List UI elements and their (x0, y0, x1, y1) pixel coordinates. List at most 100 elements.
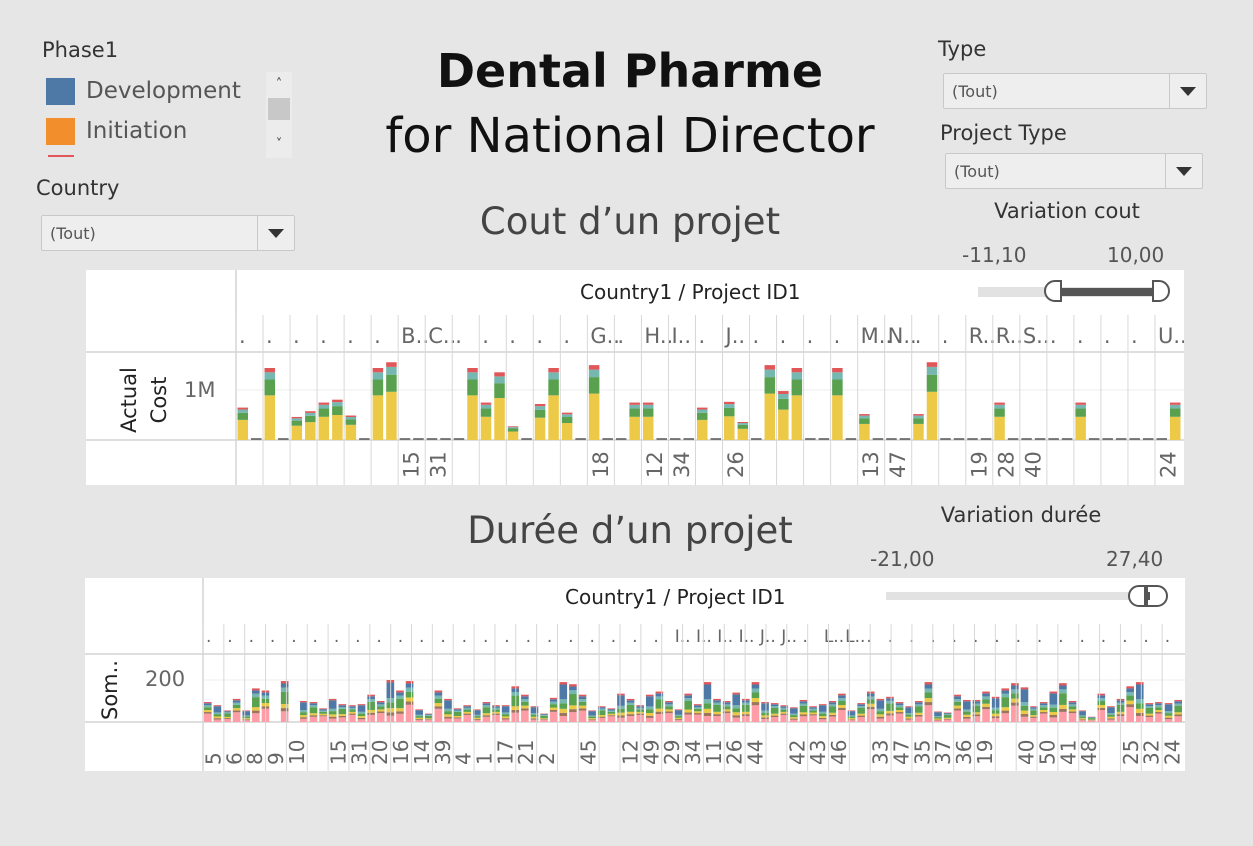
duration-country-label: . (1037, 627, 1042, 647)
duration-bar-segment (847, 710, 856, 712)
cost-country-label: . (455, 324, 462, 348)
duration-bar-segment (895, 703, 904, 706)
scroll-thumb[interactable] (268, 98, 290, 120)
duration-country-label: . (355, 627, 360, 647)
chevron-down-icon[interactable] (1169, 74, 1206, 108)
duration-bar-segment (972, 712, 981, 715)
duration-bar-segment (953, 705, 962, 709)
duration-bar-segment (396, 692, 404, 696)
duration-bar-segment (213, 706, 222, 713)
cost-chart: ...... B..15C..31..... G..18. H..12I..34. J.… (86, 270, 1184, 485)
cost-bar-segment (724, 404, 735, 408)
variation-duree-label: Variation durée (940, 503, 1102, 527)
cost-bar-segment (561, 414, 573, 418)
duration-bar-segment (530, 714, 539, 717)
duration-bar-segment (1145, 704, 1154, 707)
cost-country-label: G.. (590, 324, 620, 348)
duration-bar-segment (866, 706, 875, 710)
cost-bar-segment (629, 416, 640, 440)
duration-bar-segment (597, 715, 606, 717)
duration-bar-segment (1126, 707, 1134, 722)
duration-bar-segment (1030, 715, 1038, 717)
duration-country-label: . (803, 627, 808, 647)
cost-bar-segment (534, 409, 546, 418)
duration-bar-segment (1068, 701, 1077, 703)
cost-bar-segment (764, 377, 776, 394)
duration-bar-segment (309, 707, 318, 714)
duration-bar-segment (905, 707, 913, 714)
cost-slider-min-handle[interactable] (1044, 280, 1062, 302)
country-dropdown[interactable]: (Tout) (41, 215, 295, 251)
duration-bar-segment (1011, 683, 1019, 686)
duration-bar-segment (1174, 712, 1182, 715)
duration-bar-segment (1097, 693, 1106, 696)
duration-bar-segment (799, 699, 808, 702)
duration-bar-segment (866, 691, 875, 694)
duration-bar-segment (1126, 688, 1134, 693)
duration-bar-segment (1049, 714, 1058, 718)
duration-bar-segment (559, 699, 568, 704)
duration-country-label: . (291, 627, 296, 647)
duration-bar-segment (1020, 702, 1029, 706)
duration-bar-segment (367, 701, 375, 710)
duration-bar-segment (684, 701, 692, 710)
duration-bar-segment (1078, 711, 1086, 716)
duration-bar-segment (1097, 698, 1106, 702)
cost-slider-max-handle[interactable] (1152, 280, 1170, 302)
cost-bar-segment (737, 428, 749, 440)
duration-bar-segment (809, 712, 817, 715)
type-dropdown[interactable]: (Tout) (943, 73, 1207, 109)
duration-bar-segment (694, 704, 702, 706)
duration-bar-segment (905, 716, 913, 719)
duration-bar-segment (444, 700, 452, 709)
cost-bar-segment (345, 416, 357, 420)
duration-chart: ...................... I.. I.. I.. I.. J.. J..… (85, 578, 1185, 771)
duration-bar-segment (607, 713, 616, 716)
legend-scrollbar[interactable]: ˄ ˅ (266, 72, 292, 158)
duration-slider-track[interactable] (886, 592, 1166, 600)
duration-bar-segment (1164, 711, 1173, 714)
duration-bar-segment (1087, 718, 1096, 720)
duration-bar-segment (540, 714, 548, 716)
duration-bar-segment (770, 704, 779, 707)
duration-bar-segment (818, 705, 827, 712)
duration-bar-segment (463, 711, 472, 714)
variation-duree-max: 27,40 (1106, 547, 1164, 571)
duration-bar-segment (280, 703, 289, 709)
duration-bar-segment (1126, 686, 1134, 689)
legend-item-development[interactable]: Development (46, 76, 241, 106)
legend-item-initiation[interactable]: Initiation (46, 116, 187, 146)
duration-bar-segment (1155, 707, 1163, 711)
duration-bar-segment (914, 712, 923, 715)
duration-bar-segment (732, 692, 741, 695)
duration-bar-segment (319, 716, 327, 722)
duration-bar-segment (857, 713, 865, 716)
cost-bar-segment (791, 379, 803, 396)
cost-bar-segment (467, 368, 478, 373)
duration-bar-segment (963, 716, 971, 719)
duration-id-label: 16 (389, 740, 413, 765)
duration-bar-segment (674, 716, 683, 718)
project-type-dropdown[interactable]: (Tout) (945, 153, 1203, 189)
duration-bar-segment (914, 702, 923, 705)
duration-bar-segment (1135, 699, 1144, 704)
duration-bar-segment (242, 715, 251, 717)
duration-bar-segment (1078, 718, 1086, 720)
duration-id-label: 45 (577, 740, 601, 765)
cost-bar-segment (507, 431, 519, 440)
duration-bar-segment (405, 701, 414, 705)
duration-bar-segment (376, 702, 385, 705)
duration-bar-segment (684, 712, 692, 715)
page-title: Dental Pharme (436, 44, 824, 98)
duration-bar-segment (521, 701, 529, 706)
duration-bar-segment (559, 682, 568, 685)
legend: Development Initiation ˄ ˅ (42, 70, 294, 158)
duration-bar-segment (569, 690, 577, 695)
scroll-down-icon[interactable]: ˅ (275, 137, 283, 152)
chevron-down-icon[interactable] (1165, 154, 1202, 188)
duration-bar-segment (328, 711, 337, 715)
scroll-up-icon[interactable]: ˄ (275, 77, 283, 92)
chevron-down-icon[interactable] (257, 216, 294, 250)
duration-bar-segment (348, 713, 356, 715)
duration-bar-segment (617, 708, 625, 713)
